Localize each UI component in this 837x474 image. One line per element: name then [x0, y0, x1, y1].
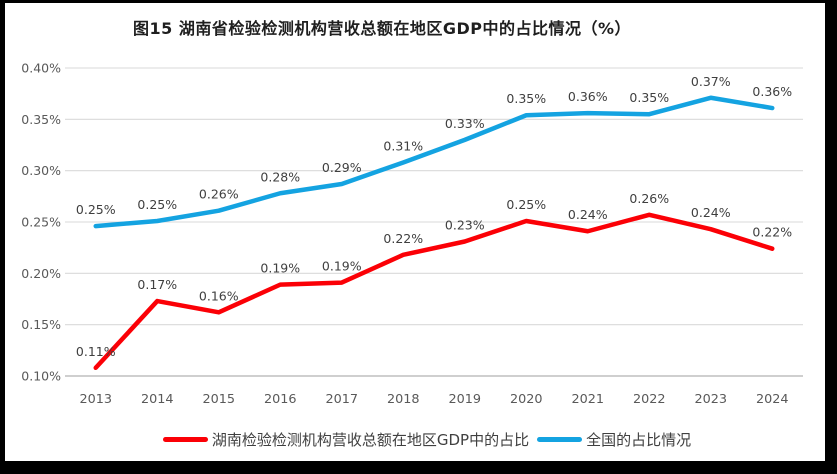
x-axis-tick-label: 2014 — [141, 392, 174, 407]
plot-canvas: 0.10% 0.15% 0.20% 0.25% 0.30% 0.35% 0.40% 2013 2… — [21, 61, 803, 407]
data-label-series-1: 0.28% — [260, 169, 300, 184]
y-axis-tick-label: 0.20% — [21, 266, 61, 281]
x-axis-tick-label: 2018 — [387, 392, 420, 407]
data-label-series-0: 0.26% — [629, 191, 669, 206]
data-label-series-0: 0.24% — [568, 207, 608, 222]
legend-swatch-hunan — [162, 437, 208, 442]
y-axis-tick-label: 0.40% — [21, 61, 61, 76]
y-axis-tick-label: 0.35% — [21, 112, 61, 127]
data-label-series-0: 0.11% — [76, 344, 116, 359]
chart-area: 图15 湖南省检验检测机构营收总额在地区GDP中的占比情况（%） 0.10% 0.… — [5, 3, 825, 461]
series-line-1 — [93, 95, 775, 229]
data-label-series-0: 0.19% — [322, 259, 362, 274]
x-axis-tick-label: 2016 — [264, 392, 297, 407]
data-label-series-0: 0.22% — [383, 231, 423, 246]
data-label-series-0: 0.24% — [691, 205, 731, 220]
y-axis-tick-label: 0.10% — [21, 369, 61, 384]
y-axis-tick-label: 0.25% — [21, 215, 61, 230]
data-label-series-1: 0.35% — [629, 90, 669, 105]
y-axis-tick-label: 0.15% — [21, 317, 61, 332]
data-label-series-0: 0.16% — [199, 288, 239, 303]
data-label-series-1: 0.25% — [76, 202, 116, 217]
data-label-series-1: 0.35% — [506, 91, 546, 106]
x-axis-tick-label: 2017 — [325, 392, 358, 407]
x-axis-tick-label: 2015 — [202, 392, 235, 407]
legend: 湖南检验检测机构营收总额在地区GDP中的占比 全国的占比情况 — [17, 429, 825, 450]
legend-swatch-national — [537, 437, 583, 442]
x-axis-tick-label: 2024 — [756, 392, 789, 407]
data-label-series-0: 0.23% — [445, 218, 485, 233]
y-axis-tick-label: 0.30% — [21, 163, 61, 178]
x-axis-tick-label: 2023 — [694, 392, 727, 407]
data-label-series-1: 0.33% — [445, 116, 485, 131]
chart-title: 图15 湖南省检验检测机构营收总额在地区GDP中的占比情况（%） — [132, 19, 631, 38]
data-label-series-1: 0.37% — [691, 74, 731, 89]
data-label-series-1: 0.26% — [199, 187, 239, 202]
x-axis-tick-label: 2020 — [510, 392, 543, 407]
data-label-series-0: 0.22% — [752, 225, 792, 240]
data-label-series-1: 0.25% — [137, 197, 177, 212]
data-label-series-1: 0.36% — [752, 84, 792, 99]
series-line-0 — [93, 212, 775, 371]
legend-label-hunan: 湖南检验检测机构营收总额在地区GDP中的占比 — [211, 431, 530, 449]
x-axis-tick-label: 2013 — [79, 392, 112, 407]
data-label-series-0: 0.25% — [506, 197, 546, 212]
x-axis-tick-label: 2022 — [633, 392, 666, 407]
data-label-series-1: 0.36% — [568, 89, 608, 104]
x-axis-tick-label: 2019 — [448, 392, 481, 407]
x-axis-tick-label: 2021 — [571, 392, 604, 407]
data-label-series-0: 0.17% — [137, 277, 177, 292]
legend-label-national: 全国的占比情况 — [586, 431, 692, 449]
data-label-series-1: 0.31% — [383, 138, 423, 153]
data-label-series-1: 0.29% — [322, 160, 362, 175]
data-label-series-0: 0.19% — [260, 261, 300, 276]
